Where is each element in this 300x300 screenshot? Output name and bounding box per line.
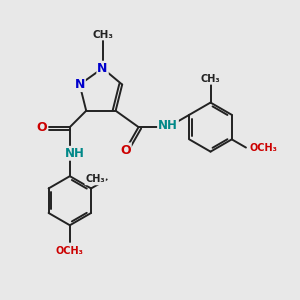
Text: NH: NH [65,147,85,160]
Text: O: O [120,143,131,157]
Text: CH₃: CH₃ [201,74,220,84]
Text: N: N [98,62,108,75]
Text: N: N [74,78,85,91]
Text: OCH₃: OCH₃ [56,246,84,256]
Text: CH₃: CH₃ [92,29,113,40]
Text: OCH₃: OCH₃ [250,142,278,152]
Text: O: O [37,121,47,134]
Text: CH₃: CH₃ [85,174,105,184]
Text: NH: NH [158,119,178,132]
